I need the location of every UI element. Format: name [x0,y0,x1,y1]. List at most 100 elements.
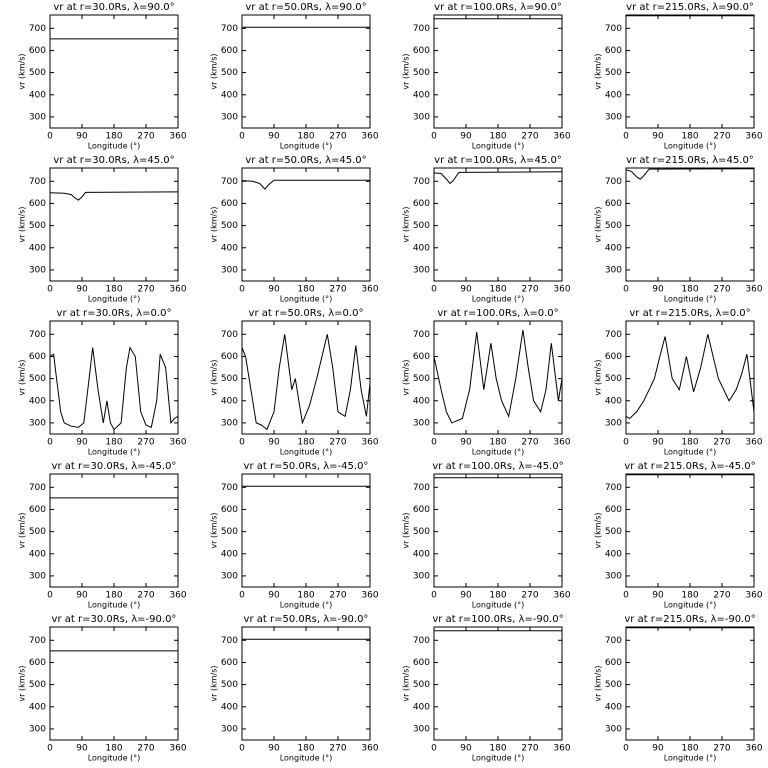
panel-title: vr at r=30.0Rs, λ=-90.0° [52,614,177,625]
y-tick-label: 300 [29,724,46,734]
x-tick-label: 0 [47,438,53,448]
x-tick-label: 180 [489,285,506,295]
y-tick-label: 500 [413,527,430,537]
y-tick-label: 600 [221,505,238,515]
x-tick-label: 180 [489,744,506,754]
data-line [625,168,755,180]
x-tick-label: 180 [105,591,122,601]
x-tick-label: 180 [681,438,698,448]
y-tick-label: 300 [221,571,238,581]
x-axis-label: Longitude (°) [472,295,525,304]
y-tick-label: 400 [221,243,238,253]
x-tick-label: 180 [489,438,506,448]
plot-frame [433,626,563,741]
y-axis-label: vr (km/s) [594,665,603,701]
y-tick-label: 600 [221,46,238,56]
x-tick-label: 270 [713,438,730,448]
x-tick-label: 270 [137,591,154,601]
panel-title: vr at r=30.0Rs, λ=0.0° [57,308,172,319]
x-tick-label: 0 [431,744,437,754]
x-tick-label: 360 [553,744,570,754]
y-tick-label: 400 [413,396,430,406]
y-tick-label: 300 [605,418,622,428]
panel-title: vr at r=50.0Rs, λ=-45.0° [244,461,369,472]
y-tick-label: 400 [605,90,622,100]
y-tick-label: 400 [413,549,430,559]
y-tick-label: 700 [413,177,430,187]
panel-title: vr at r=100.0Rs, λ=45.0° [434,155,562,166]
y-tick-label: 600 [605,505,622,515]
y-axis-label: vr (km/s) [210,359,219,395]
y-tick-label: 600 [413,505,430,515]
panel-title: vr at r=100.0Rs, λ=0.0° [437,308,558,319]
y-tick-label: 600 [413,352,430,362]
x-axis-label: Longitude (°) [664,448,717,457]
panel-title: vr at r=215.0Rs, λ=45.0° [626,155,754,166]
x-axis-label: Longitude (°) [472,142,525,151]
y-tick-label: 500 [413,68,430,78]
y-tick-label: 300 [605,265,622,275]
x-tick-label: 360 [361,438,378,448]
x-tick-label: 180 [297,438,314,448]
x-tick-label: 0 [239,285,245,295]
x-tick-label: 270 [137,285,154,295]
y-tick-label: 300 [29,265,46,275]
x-tick-label: 360 [745,744,762,754]
x-tick-label: 0 [239,591,245,601]
data-line [49,191,179,201]
y-tick-label: 500 [29,680,46,690]
y-tick-label: 600 [29,199,46,209]
x-tick-label: 180 [297,591,314,601]
y-axis-label: vr (km/s) [402,206,411,242]
y-tick-label: 600 [29,505,46,515]
x-tick-label: 270 [521,438,538,448]
y-tick-label: 600 [605,658,622,668]
x-tick-label: 0 [431,285,437,295]
data-line [433,171,563,185]
x-tick-label: 90 [652,744,664,754]
y-tick-label: 500 [221,68,238,78]
y-axis-label: vr (km/s) [18,359,27,395]
y-tick-label: 600 [221,658,238,668]
y-tick-label: 500 [413,374,430,384]
x-tick-label: 0 [431,438,437,448]
x-tick-label: 90 [652,438,664,448]
x-tick-label: 270 [713,132,730,142]
x-tick-label: 90 [268,132,280,142]
y-tick-label: 600 [29,352,46,362]
y-tick-label: 500 [29,374,46,384]
plot-frame [433,167,563,282]
y-tick-label: 400 [413,702,430,712]
x-tick-label: 360 [553,285,570,295]
plot-frame [241,14,371,129]
y-axis-label: vr (km/s) [210,206,219,242]
x-tick-label: 180 [297,285,314,295]
panel-title: vr at r=30.0Rs, λ=45.0° [53,155,174,166]
y-tick-label: 700 [605,483,622,493]
y-axis-label: vr (km/s) [402,53,411,89]
panel-title: vr at r=100.0Rs, λ=-45.0° [432,461,563,472]
y-tick-label: 400 [29,243,46,253]
y-tick-label: 700 [605,636,622,646]
x-tick-label: 270 [521,132,538,142]
x-tick-label: 0 [239,744,245,754]
x-axis-label: Longitude (°) [664,754,717,763]
y-tick-label: 600 [29,46,46,56]
y-tick-label: 300 [221,418,238,428]
plot-frame [49,626,179,741]
x-tick-label: 90 [76,591,88,601]
plot-frame [49,473,179,588]
y-tick-label: 600 [221,352,238,362]
x-tick-label: 270 [329,285,346,295]
x-tick-label: 90 [652,132,664,142]
x-tick-label: 360 [361,591,378,601]
y-tick-label: 300 [29,112,46,122]
y-tick-label: 500 [221,221,238,231]
data-line [241,179,370,190]
x-tick-label: 180 [297,744,314,754]
panel-title: vr at r=30.0Rs, λ=90.0° [53,2,174,13]
x-tick-label: 180 [681,744,698,754]
y-tick-label: 700 [413,24,430,34]
x-axis-label: Longitude (°) [472,448,525,457]
y-tick-label: 300 [29,571,46,581]
